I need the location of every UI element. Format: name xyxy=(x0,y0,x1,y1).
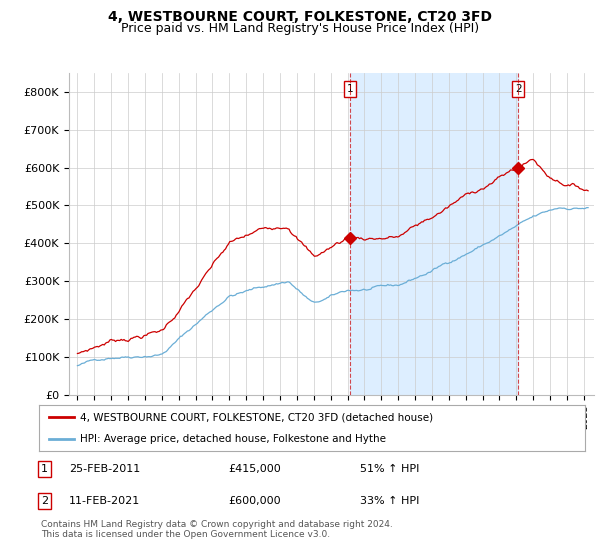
Text: 25-FEB-2011: 25-FEB-2011 xyxy=(69,464,140,474)
Text: 51% ↑ HPI: 51% ↑ HPI xyxy=(360,464,419,474)
Text: 2: 2 xyxy=(515,84,521,94)
Text: 33% ↑ HPI: 33% ↑ HPI xyxy=(360,496,419,506)
Text: 11-FEB-2021: 11-FEB-2021 xyxy=(69,496,140,506)
Text: 4, WESTBOURNE COURT, FOLKESTONE, CT20 3FD (detached house): 4, WESTBOURNE COURT, FOLKESTONE, CT20 3F… xyxy=(80,412,433,422)
Text: £600,000: £600,000 xyxy=(228,496,281,506)
Text: HPI: Average price, detached house, Folkestone and Hythe: HPI: Average price, detached house, Folk… xyxy=(80,435,386,444)
Text: 1: 1 xyxy=(41,464,48,474)
Text: 4, WESTBOURNE COURT, FOLKESTONE, CT20 3FD: 4, WESTBOURNE COURT, FOLKESTONE, CT20 3F… xyxy=(108,10,492,24)
Text: 2: 2 xyxy=(41,496,48,506)
Text: £415,000: £415,000 xyxy=(228,464,281,474)
Text: Contains HM Land Registry data © Crown copyright and database right 2024.
This d: Contains HM Land Registry data © Crown c… xyxy=(41,520,392,539)
Bar xyxy=(350,73,518,395)
Text: Price paid vs. HM Land Registry's House Price Index (HPI): Price paid vs. HM Land Registry's House … xyxy=(121,22,479,35)
Text: 1: 1 xyxy=(347,84,353,94)
